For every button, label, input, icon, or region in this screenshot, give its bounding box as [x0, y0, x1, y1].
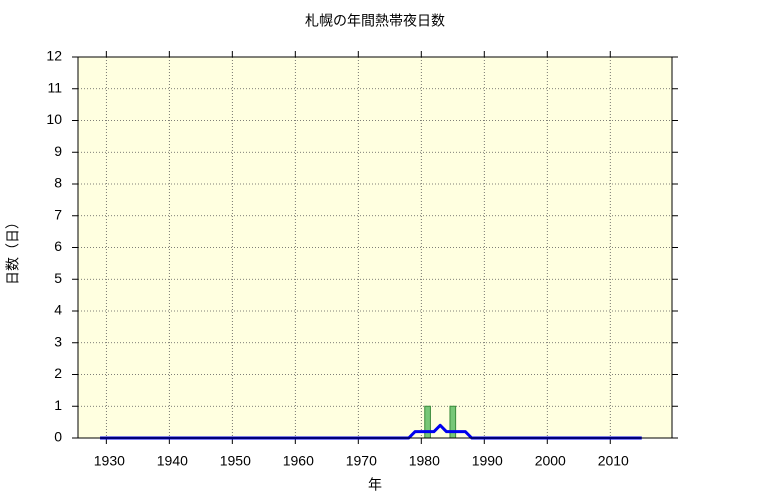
- y-tick-label: 10: [46, 111, 62, 127]
- x-tick-label: 1990: [472, 453, 503, 469]
- y-tick-label: 6: [54, 238, 62, 254]
- y-tick-label: 8: [54, 175, 62, 191]
- bar: [449, 405, 457, 439]
- x-tick-label: 1930: [94, 453, 125, 469]
- x-tick-label: 2000: [535, 453, 566, 469]
- y-tick-label: 5: [54, 270, 62, 286]
- x-tick-label: 1950: [220, 453, 251, 469]
- bar: [424, 405, 431, 439]
- y-tick-label: 3: [54, 333, 62, 349]
- y-tick-label: 9: [54, 143, 62, 159]
- y-tick-label: 7: [54, 206, 62, 222]
- y-tick-label: 12: [46, 48, 62, 64]
- y-tick-label: 4: [54, 302, 62, 318]
- x-tick-label: 1970: [346, 453, 377, 469]
- y-tick-label: 0: [54, 429, 62, 445]
- x-tick-label: 1980: [409, 453, 440, 469]
- y-tick-label: 1: [54, 397, 62, 413]
- x-tick-label: 2010: [598, 453, 629, 469]
- plot-frame: [77, 56, 673, 439]
- y-tick-label: 11: [47, 79, 62, 95]
- x-tick-label: 1960: [283, 453, 314, 469]
- y-axis-label: 日数（日）: [5, 215, 21, 285]
- x-tick-label: 1940: [157, 453, 188, 469]
- chart-title: 札幌の年間熱帯夜日数: [305, 13, 445, 29]
- x-axis-label: 年: [368, 477, 382, 493]
- y-tick-label: 2: [54, 365, 62, 381]
